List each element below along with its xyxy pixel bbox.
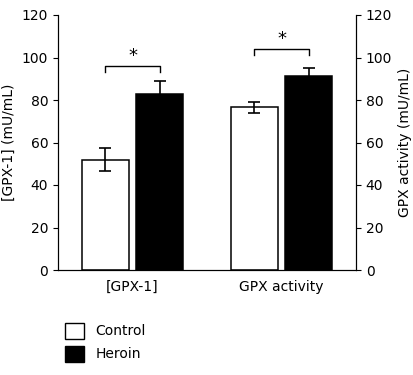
Bar bbox=[81, 159, 129, 270]
Y-axis label: [GPX-1] (mU/mL): [GPX-1] (mU/mL) bbox=[2, 84, 16, 201]
Text: *: * bbox=[276, 30, 285, 48]
Text: *: * bbox=[128, 47, 137, 65]
Bar bbox=[230, 107, 278, 270]
Legend: Control, Heroin: Control, Heroin bbox=[65, 323, 145, 362]
Bar bbox=[284, 76, 332, 270]
Y-axis label: GPX activity (mU/mL): GPX activity (mU/mL) bbox=[397, 68, 411, 217]
Bar bbox=[135, 94, 183, 270]
